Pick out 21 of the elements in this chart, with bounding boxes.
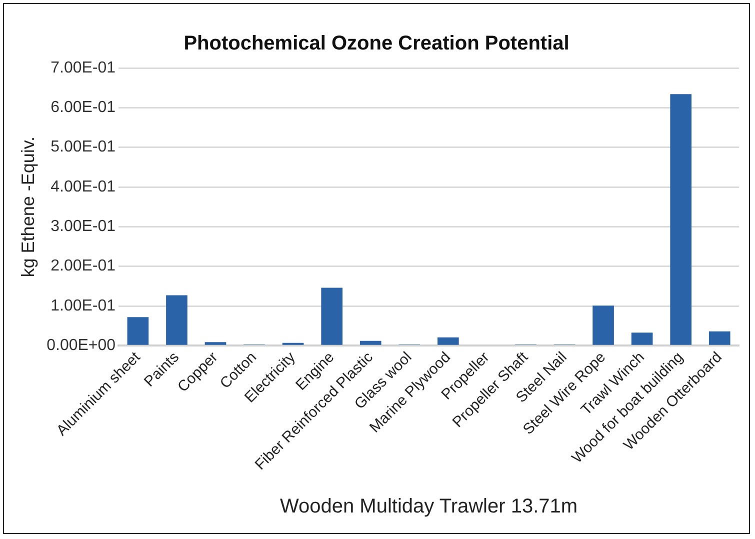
y-tick-label: 1.00E-01 [50, 297, 116, 314]
bar [127, 317, 149, 345]
bar [592, 306, 614, 345]
y-tick-label: 3.00E-01 [50, 218, 116, 236]
y-tick-label: 0.00E+00 [46, 337, 116, 354]
y-tick-label: 7.00E-01 [50, 59, 116, 76]
bar [631, 332, 653, 345]
bar [360, 340, 382, 345]
y-tick-label: 6.00E-01 [50, 99, 116, 116]
bar [204, 342, 226, 345]
bar [708, 331, 730, 345]
y-tick-label: 5.00E-01 [50, 138, 116, 156]
bar [670, 94, 692, 345]
bar [166, 295, 188, 345]
x-axis-title: Wooden Multiday Trawler 13.71m [280, 496, 578, 518]
bar [321, 288, 342, 345]
y-tick-label: 4.00E-01 [50, 178, 116, 196]
y-axis-title: kg Ethene -Equiv. [18, 136, 38, 278]
bar [438, 337, 459, 345]
y-tick-label: 2.00E-01 [50, 258, 116, 275]
chart-title: Photochemical Ozone Creation Potential [184, 32, 570, 55]
